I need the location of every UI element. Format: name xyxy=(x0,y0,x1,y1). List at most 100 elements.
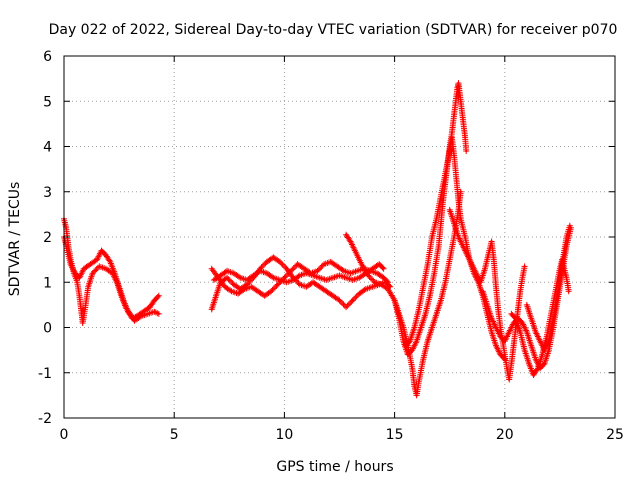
data-point xyxy=(525,303,529,307)
data-point xyxy=(219,274,222,277)
data-point xyxy=(455,95,458,98)
data-point xyxy=(508,378,511,381)
data-point xyxy=(516,308,520,311)
data-point xyxy=(459,100,462,103)
axis-ticks: 0 5 10 15 20 25 -2 -1 0 1 2 3 4 5 6 xyxy=(38,49,624,443)
data-point xyxy=(457,235,460,239)
data-point xyxy=(415,339,418,343)
data-point xyxy=(521,276,524,279)
data-point xyxy=(527,362,531,365)
data-point xyxy=(525,330,529,334)
data-point xyxy=(285,267,288,270)
data-point xyxy=(373,281,376,284)
data-point xyxy=(448,258,451,261)
data-point xyxy=(82,267,86,270)
data-point xyxy=(344,276,348,279)
data-point xyxy=(375,272,379,275)
data-point xyxy=(523,265,526,268)
x-tick-label: 10 xyxy=(275,427,293,443)
data-point xyxy=(499,326,502,329)
data-point xyxy=(415,394,418,397)
data-point xyxy=(530,344,533,347)
data-point xyxy=(547,348,551,352)
data-point xyxy=(371,267,374,270)
data-point xyxy=(380,283,383,286)
data-point xyxy=(316,269,319,273)
x-tick-label: 20 xyxy=(496,427,514,443)
data-point xyxy=(490,330,493,334)
data-point xyxy=(230,290,233,293)
data-point xyxy=(450,136,454,139)
data-point xyxy=(556,290,559,293)
data-point xyxy=(135,314,138,318)
data-point xyxy=(325,290,328,293)
data-point xyxy=(349,272,352,275)
data-point xyxy=(466,253,469,257)
data-point xyxy=(444,172,447,175)
data-point xyxy=(470,262,473,266)
data-point xyxy=(541,353,544,356)
data-point xyxy=(481,290,484,293)
data-point xyxy=(65,226,68,230)
data-point xyxy=(87,285,90,288)
data-point xyxy=(303,267,306,270)
data-point xyxy=(338,274,341,277)
data-point xyxy=(505,367,509,370)
data-point xyxy=(113,272,116,275)
x-tick-label: 15 xyxy=(386,427,404,443)
data-point xyxy=(349,240,352,243)
data-point xyxy=(543,362,546,365)
data-point xyxy=(214,294,218,298)
data-point xyxy=(258,269,262,273)
data-point xyxy=(523,348,526,352)
data-point xyxy=(565,235,568,239)
data-point xyxy=(83,308,87,311)
series-trace-l xyxy=(523,222,573,354)
data-point xyxy=(547,339,551,343)
series-trace-c xyxy=(208,254,394,313)
data-point xyxy=(311,274,315,277)
data-point xyxy=(318,276,321,279)
data-point xyxy=(510,362,513,365)
x-axis-label: GPS time / hours xyxy=(276,459,393,475)
data-point xyxy=(413,385,416,388)
data-point xyxy=(236,292,240,295)
data-point xyxy=(499,335,502,338)
data-point xyxy=(104,253,108,257)
data-point xyxy=(210,308,213,311)
data-point xyxy=(305,272,308,275)
data-point xyxy=(153,310,156,313)
data-point xyxy=(452,222,456,225)
data-point xyxy=(457,199,460,202)
data-point xyxy=(351,278,354,282)
series-trace-e xyxy=(210,261,387,286)
data-point xyxy=(452,154,456,157)
data-point xyxy=(358,276,361,279)
data-point xyxy=(358,292,361,295)
data-point xyxy=(519,330,522,334)
data-point xyxy=(422,357,425,361)
data-point xyxy=(536,367,540,370)
data-point xyxy=(360,262,363,266)
data-point xyxy=(298,274,302,277)
data-point xyxy=(386,281,390,284)
data-point xyxy=(448,149,451,153)
data-point xyxy=(560,262,564,266)
data-point xyxy=(232,272,235,275)
data-point xyxy=(428,294,432,298)
data-point xyxy=(256,290,260,293)
data-point xyxy=(426,262,429,266)
data-series xyxy=(61,80,574,399)
data-point xyxy=(157,312,160,316)
data-point xyxy=(80,312,83,316)
data-point xyxy=(463,136,467,139)
data-point xyxy=(212,278,216,282)
x-tick-label: 5 xyxy=(170,427,179,443)
y-tick-label: -1 xyxy=(38,366,52,382)
data-point xyxy=(100,249,103,252)
data-point xyxy=(89,262,92,266)
data-point xyxy=(98,265,101,268)
data-point xyxy=(243,287,246,291)
data-point xyxy=(552,317,555,320)
